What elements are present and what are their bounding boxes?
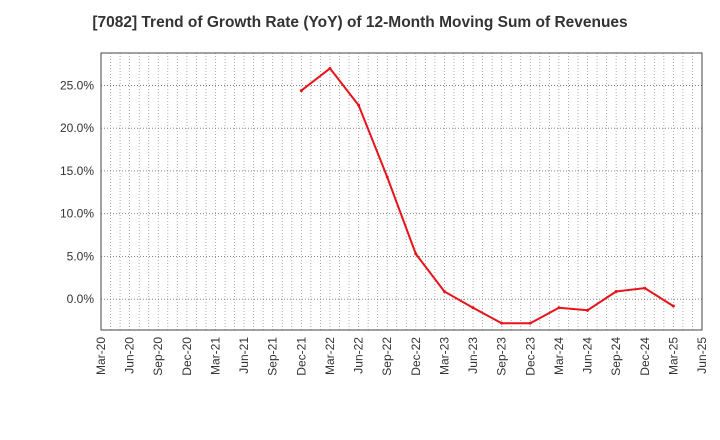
plot-frame <box>100 52 703 331</box>
x-tick-label: Jun-23 <box>466 337 480 374</box>
data-point <box>643 286 647 290</box>
x-tick-label: Mar-23 <box>437 337 451 375</box>
x-tick-label: Dec-22 <box>409 337 423 376</box>
data-point <box>500 321 504 325</box>
x-tick-label: Sep-23 <box>495 337 509 376</box>
plot-area <box>101 53 702 330</box>
data-point <box>385 175 389 179</box>
data-point <box>442 290 446 294</box>
data-point <box>328 66 332 70</box>
x-tick-label: Jun-20 <box>123 337 137 374</box>
x-tick-label: Sep-21 <box>266 337 280 376</box>
x-tick-label: Dec-23 <box>523 337 537 376</box>
x-tick-label: Sep-20 <box>151 337 165 376</box>
data-point <box>528 321 532 325</box>
y-tick-label: 20.0% <box>60 121 94 135</box>
y-tick-label: 25.0% <box>60 78 94 92</box>
series-line <box>300 67 675 325</box>
data-point <box>357 103 361 107</box>
chart-title: [7082] Trend of Growth Rate (YoY) of 12-… <box>92 14 628 31</box>
axes <box>100 52 703 331</box>
x-tick-label: Mar-25 <box>666 337 680 375</box>
y-tick-label: 15.0% <box>60 164 94 178</box>
series-lines <box>299 66 675 325</box>
data-point <box>299 89 303 93</box>
data-point <box>557 306 561 310</box>
x-tick-label: Sep-22 <box>380 337 394 376</box>
y-tick-label: 5.0% <box>67 249 95 263</box>
y-tick-labels: 0.0% 5.0% 10.0% 15.0% 20.0% 25.0% <box>60 78 94 306</box>
data-point <box>586 308 590 312</box>
y-tick-label: 0.0% <box>67 292 95 306</box>
x-tick-label: Mar-24 <box>552 337 566 375</box>
x-tick-label: Dec-20 <box>180 337 194 376</box>
x-tick-labels: Mar-20 Jun-20 Sep-20 Dec-20 Mar-21 Jun-21 Sep-… <box>94 337 709 376</box>
x-tick-label: Jun-22 <box>352 337 366 374</box>
x-tick-label: Dec-21 <box>294 337 308 376</box>
x-tick-label: Dec-24 <box>638 337 652 376</box>
x-tick-label: Jun-24 <box>581 337 595 374</box>
x-tick-label: Mar-20 <box>94 337 108 375</box>
y-tick-label: 10.0% <box>60 207 94 221</box>
x-tick-label: Sep-24 <box>609 337 623 376</box>
grid-lines <box>101 53 702 330</box>
data-point <box>471 306 475 310</box>
data-point <box>414 252 418 256</box>
x-tick-label: Mar-21 <box>208 337 222 375</box>
x-tick-label: Mar-22 <box>323 337 337 375</box>
data-point <box>671 304 675 308</box>
x-tick-label: Jun-25 <box>695 337 709 374</box>
x-tick-label: Jun-21 <box>237 337 251 374</box>
data-point <box>614 290 618 294</box>
